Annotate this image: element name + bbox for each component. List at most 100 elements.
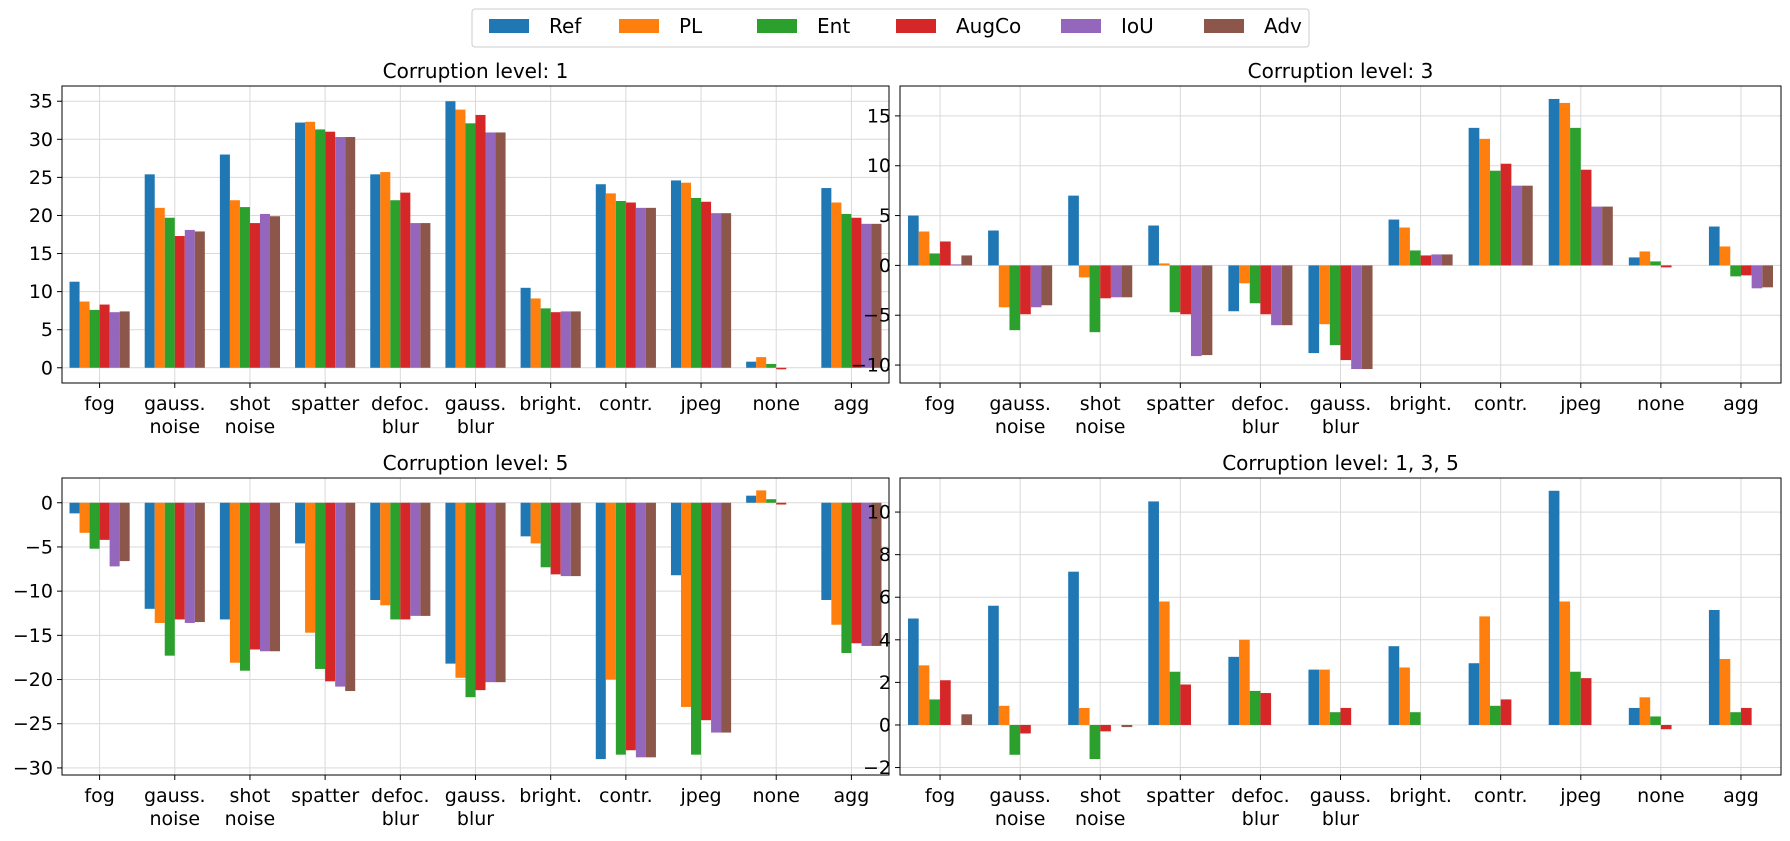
bar-iou bbox=[109, 312, 120, 368]
y-tick-label: 2 bbox=[879, 672, 891, 694]
bar-pl bbox=[1239, 265, 1250, 284]
bar-ent bbox=[1169, 265, 1181, 313]
bar-ref bbox=[595, 184, 606, 368]
bar-ref bbox=[1308, 669, 1320, 725]
bar-pl bbox=[998, 705, 1010, 725]
y-tick-label: −25 bbox=[13, 713, 53, 735]
panel-title: Corruption level: 1, 3, 5 bbox=[1222, 451, 1459, 475]
bar-ref bbox=[1148, 225, 1159, 266]
bar-pl bbox=[79, 301, 90, 368]
panel-2: −10 −5 0 5 10 15 fog gauss. noise shot noise spatte… bbox=[851, 59, 1782, 438]
bar-augco bbox=[1500, 699, 1512, 725]
panel-1: 0 5 10 15 20 25 30 35 fog gauss. noise shot noise spa… bbox=[29, 59, 890, 438]
bar-ent bbox=[1490, 170, 1501, 266]
bar-pl bbox=[229, 502, 240, 663]
bar-adv bbox=[570, 311, 581, 368]
y-tick-label: −2 bbox=[863, 757, 891, 779]
bar-ent bbox=[465, 502, 476, 698]
bar-ent bbox=[1570, 127, 1581, 266]
y-tick-label: 4 bbox=[879, 629, 891, 651]
bar-ent bbox=[390, 200, 401, 368]
legend-frame bbox=[471, 8, 1310, 48]
x-tick-label: fog bbox=[925, 785, 955, 807]
bar-ref bbox=[219, 154, 230, 368]
bar-augco bbox=[940, 241, 951, 266]
bar-ent bbox=[1089, 724, 1101, 760]
bar-adv bbox=[1361, 265, 1373, 370]
bar-adv bbox=[871, 223, 882, 368]
bar-pl bbox=[1319, 669, 1330, 725]
bar-iou bbox=[1431, 254, 1442, 266]
bar-ref bbox=[595, 502, 606, 760]
x-tick-label: gauss. blur bbox=[1310, 393, 1372, 438]
bar-augco bbox=[1740, 265, 1752, 276]
bar-ref bbox=[520, 502, 531, 537]
y-tick-label: 30 bbox=[29, 129, 53, 151]
bar-pl bbox=[380, 502, 391, 606]
bar-adv bbox=[119, 502, 130, 562]
bar-ref bbox=[1708, 226, 1720, 266]
axes-frame bbox=[899, 85, 1782, 384]
bar-adv bbox=[345, 502, 356, 692]
bar-pl bbox=[605, 502, 616, 680]
y-tick-label: 0 bbox=[41, 357, 53, 379]
bar-ref bbox=[1148, 501, 1159, 725]
bar-iou bbox=[335, 502, 346, 687]
x-tick-label: fog bbox=[925, 393, 955, 415]
legend-label-pl: PL bbox=[679, 14, 703, 38]
bar-adv bbox=[420, 223, 431, 368]
bar-augco bbox=[1100, 724, 1111, 732]
x-tick-label: defoc. blur bbox=[371, 393, 430, 438]
axes-frame bbox=[61, 477, 890, 776]
bar-pl bbox=[1559, 102, 1571, 266]
bar-ref bbox=[1468, 663, 1480, 725]
legend-label-augco: AugCo bbox=[956, 14, 1021, 38]
bar-ref bbox=[821, 502, 832, 600]
bar-ent bbox=[390, 502, 401, 620]
bar-pl bbox=[831, 202, 842, 368]
bar-iou bbox=[711, 502, 722, 733]
bar-pl bbox=[305, 502, 316, 633]
bar-ref bbox=[1388, 646, 1400, 725]
bar-pl bbox=[1719, 246, 1731, 266]
bar-pl bbox=[918, 231, 930, 266]
bar-pl bbox=[1639, 697, 1651, 725]
bar-ent bbox=[1650, 716, 1661, 725]
bar-pl bbox=[680, 502, 692, 707]
bar-adv bbox=[270, 502, 281, 652]
x-tick-label: none bbox=[753, 393, 800, 415]
x-tick-label: shot noise bbox=[225, 785, 276, 830]
bar-iou bbox=[1030, 265, 1042, 308]
x-tick-label: fog bbox=[84, 785, 114, 807]
bar-pl bbox=[998, 265, 1010, 308]
x-tick-label: none bbox=[753, 785, 800, 807]
bar-iou bbox=[861, 223, 872, 368]
bar-ent bbox=[164, 502, 175, 656]
y-tick-label: 25 bbox=[29, 167, 53, 189]
x-tick-label: none bbox=[1637, 393, 1684, 415]
bar-ref bbox=[821, 188, 832, 368]
bar-adv bbox=[345, 137, 356, 368]
bar-ref bbox=[1628, 707, 1640, 725]
y-tick-label: 6 bbox=[879, 587, 891, 609]
y-tick-label: 0 bbox=[879, 714, 891, 736]
y-tick-label: 5 bbox=[41, 319, 53, 341]
bar-ent bbox=[1730, 265, 1741, 277]
bar-adv bbox=[645, 502, 656, 758]
bar-pl bbox=[831, 502, 842, 625]
x-tick-label: gauss. noise bbox=[144, 785, 206, 830]
bar-ref bbox=[1628, 257, 1640, 266]
bar-augco bbox=[174, 502, 185, 620]
bar-augco bbox=[701, 201, 712, 368]
legend-swatch-iou bbox=[1061, 19, 1101, 33]
x-tick-label: gauss. blur bbox=[445, 785, 507, 830]
bar-adv bbox=[721, 502, 732, 733]
bar-ent bbox=[691, 502, 702, 755]
x-tick-label: bright. bbox=[1389, 785, 1452, 807]
bar-adv bbox=[1201, 265, 1213, 356]
bar-augco bbox=[1100, 265, 1111, 299]
legend-swatch-pl bbox=[619, 19, 659, 33]
y-tick-label: −5 bbox=[863, 305, 891, 327]
bar-augco bbox=[400, 502, 411, 620]
bar-iou bbox=[1511, 185, 1523, 266]
